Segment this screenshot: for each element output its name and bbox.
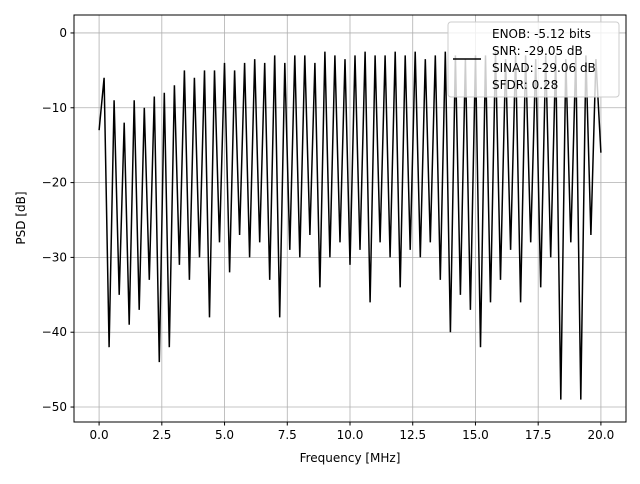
y-tick-label: −10 — [42, 101, 67, 115]
legend-box — [447, 21, 620, 98]
x-tick-label: 15.0 — [462, 428, 489, 442]
x-tick-label: 20.0 — [588, 428, 615, 442]
legend-sfdr: SFDR: 0.28 — [492, 78, 558, 92]
legend: ENOB: -5.12 bits SNR: -29.05 dB SINAD: -… — [447, 21, 620, 98]
y-tick-label: −50 — [42, 400, 67, 414]
y-axis-label: PSD [dB] — [14, 191, 28, 244]
x-tick-label: 0.0 — [90, 428, 109, 442]
legend-enob: ENOB: -5.12 bits — [492, 27, 591, 41]
axes-frame — [73, 14, 627, 423]
x-axis-label: Frequency [MHz] — [300, 451, 401, 465]
y-tick-label: 0 — [59, 26, 67, 40]
x-tick-label: 10.0 — [337, 428, 364, 442]
x-tick-label: 12.5 — [399, 428, 426, 442]
y-tick-label: −20 — [42, 176, 67, 190]
x-tick-label: 5.0 — [215, 428, 234, 442]
x-tick-label: 2.5 — [152, 428, 171, 442]
x-tick-label: 7.5 — [278, 428, 297, 442]
legend-sinad: SINAD: -29.06 dB — [492, 61, 596, 75]
x-tick-label: 17.5 — [525, 428, 552, 442]
ticks: 0.0 2.5 5.0 7.5 10.0 12.5 15.0 17.5 20.0 0 −10 −20 −… — [42, 26, 615, 442]
y-tick-label: −40 — [42, 325, 67, 339]
psd-series-line — [98, 51, 602, 400]
y-tick-label: −30 — [42, 250, 67, 264]
legend-snr: SNR: -29.05 dB — [492, 44, 583, 58]
